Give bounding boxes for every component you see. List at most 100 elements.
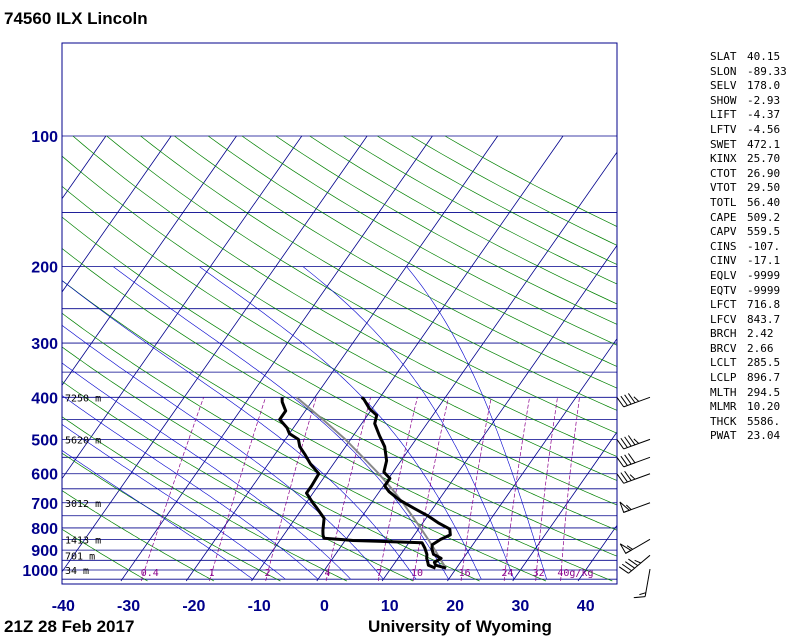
index-value: 896.7	[747, 371, 781, 385]
dry-adiabat-line	[275, 135, 617, 325]
mixing-ratio-line	[460, 397, 492, 582]
index-value: -2.93	[747, 93, 781, 107]
index-name: LFTV	[710, 122, 737, 136]
index-value: -4.56	[747, 122, 781, 136]
mixing-ratio-label: 16	[459, 568, 471, 579]
index-row: LFCT 716.8	[710, 298, 787, 313]
index-value: 285.5	[747, 356, 781, 370]
data-source: University of Wyoming	[368, 617, 552, 636]
index-row: EQLV -9999	[710, 269, 787, 284]
mixing-ratio-label: 24	[501, 568, 513, 579]
index-value: 25.70	[747, 152, 781, 166]
index-value: 5586.	[747, 414, 781, 428]
index-name: CAPE	[710, 210, 737, 224]
index-value: 472.1	[747, 137, 781, 151]
mixing-ratio-label: 40g/kg	[557, 568, 593, 579]
pressure-tick-label: 900	[31, 543, 58, 560]
index-value: 559.5	[747, 225, 781, 239]
index-name: CAPV	[710, 225, 737, 239]
isotherm-line	[185, 135, 499, 582]
index-value: 29.50	[747, 181, 781, 195]
moist-adiabat-line	[62, 395, 319, 580]
mixing-ratio-line	[265, 397, 317, 582]
isotherm-line	[62, 135, 237, 386]
index-row: VTOT 29.50	[710, 181, 787, 196]
wind-barb	[619, 501, 651, 513]
index-name: LCLP	[710, 371, 737, 385]
index-row: KINX 25.70	[710, 152, 787, 167]
index-name: LIFT	[710, 108, 737, 122]
index-row: THCK 5586.	[710, 415, 787, 430]
index-row: TOTL 56.40	[710, 196, 787, 211]
index-value: -17.1	[747, 254, 781, 268]
temperature-tick-label: -10	[248, 598, 271, 615]
isotherm-line	[251, 135, 564, 582]
index-name: TOTL	[710, 195, 737, 209]
index-row: LFCV 843.7	[710, 313, 787, 328]
wind-barb	[616, 393, 651, 408]
index-value: 2.66	[747, 341, 774, 355]
temperature-tick-label: -40	[52, 598, 75, 615]
pressure-tick-label: 100	[31, 129, 58, 146]
index-name: CINV	[710, 254, 737, 268]
height-label: 3012 m	[65, 499, 101, 510]
index-row: EQTV -9999	[710, 284, 787, 299]
index-name: BRCV	[710, 341, 737, 355]
dry-adiabat-line	[62, 346, 480, 582]
index-name: THCK	[710, 414, 737, 428]
chart-title: 74560 ILX Lincoln	[4, 9, 148, 28]
index-name: BRCH	[710, 327, 737, 341]
temperature-tick-label: 40	[577, 598, 595, 615]
mixing-ratio-label: 32	[533, 568, 545, 579]
dry-adiabat-line	[241, 135, 617, 346]
pressure-tick-label: 200	[31, 260, 58, 277]
dry-adiabat-line	[72, 135, 617, 457]
isotherm-line	[62, 135, 107, 200]
index-row: SELV 178.0	[710, 79, 787, 94]
index-value: -9999	[747, 268, 781, 282]
index-name: EQLV	[710, 268, 737, 282]
moist-adiabat-line	[302, 266, 515, 580]
index-row: LCLT 285.5	[710, 356, 787, 371]
index-row: BRCH 2.42	[710, 327, 787, 342]
wind-barb	[619, 538, 651, 555]
dry-adiabat-line	[62, 452, 281, 582]
index-row: CAPV 559.5	[710, 225, 787, 240]
dry-adiabat-line	[140, 135, 617, 411]
dry-adiabat-line	[207, 135, 617, 367]
height-label: 34 m	[65, 566, 89, 577]
mixing-ratio-line	[140, 397, 204, 582]
mixing-ratio-label: 2	[264, 568, 270, 579]
mixing-ratio-label: 7	[376, 568, 382, 579]
mixing-ratio-label: 4	[325, 568, 331, 579]
moist-adiabat-line	[62, 362, 351, 580]
index-name: SLAT	[710, 50, 737, 63]
isotherm-line	[316, 151, 617, 582]
index-value: -4.37	[747, 108, 781, 122]
mixing-ratio-line	[503, 397, 530, 582]
pressure-tick-label: 700	[31, 496, 58, 513]
moist-adiabat-line	[62, 450, 253, 580]
mixing-ratio-line	[560, 397, 580, 582]
index-row: SLAT 40.15	[710, 50, 787, 65]
mixing-ratio-line	[377, 397, 418, 582]
index-name: VTOT	[710, 181, 737, 195]
temperature-tick-label: 30	[512, 598, 530, 615]
index-row: LIFT -4.37	[710, 108, 787, 123]
index-value: 56.40	[747, 195, 781, 209]
index-value: 40.15	[747, 50, 781, 63]
isotherm-line	[62, 135, 303, 480]
temperature-tick-label: 10	[381, 598, 399, 615]
pressure-tick-label: 300	[31, 336, 58, 353]
dry-adiabat-line	[62, 216, 617, 531]
observation-time: 21Z 28 Feb 2017	[4, 617, 135, 636]
index-value: 178.0	[747, 79, 781, 93]
index-value: 10.20	[747, 400, 781, 414]
index-name: SHOW	[710, 93, 737, 107]
index-value: 716.8	[747, 298, 781, 312]
moist-adiabat-line	[406, 266, 547, 580]
moist-adiabat-line	[62, 280, 417, 580]
moist-adiabat-line	[62, 324, 384, 580]
isotherm-line	[512, 431, 617, 582]
